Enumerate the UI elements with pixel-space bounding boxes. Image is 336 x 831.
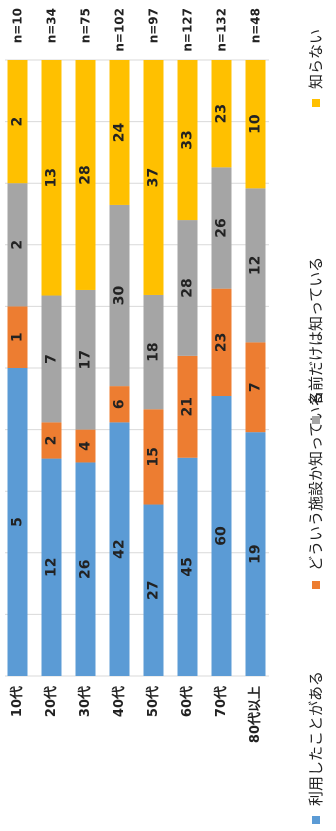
data-label: 45 (180, 557, 196, 576)
data-label: 26 (214, 218, 230, 237)
data-label: 33 (180, 130, 196, 149)
data-label: 19 (248, 544, 264, 563)
bar-segment (109, 386, 130, 423)
legend-label: 利用したことがある (307, 671, 325, 806)
data-label: 2 (10, 240, 26, 250)
data-label: 5 (10, 517, 26, 527)
sample-size-label: n=97 (147, 8, 161, 43)
bar-segment (143, 409, 164, 505)
sample-size-label: n=127 (181, 8, 195, 52)
legend-swatch (312, 416, 320, 424)
data-label: 26 (78, 559, 94, 578)
bar-segment (143, 60, 164, 295)
data-label: 10 (248, 114, 264, 134)
bar-segment (75, 429, 96, 463)
bar-segment (75, 289, 96, 430)
data-label: 17 (78, 350, 94, 369)
data-label: 2 (44, 436, 60, 446)
data-label: 21 (180, 397, 196, 416)
category-label: 50代 (145, 686, 161, 717)
category-label: 80代以上 (247, 686, 263, 743)
bar-segment (245, 342, 266, 433)
data-label: 15 (146, 447, 162, 466)
sample-size-label: n=75 (79, 8, 93, 43)
data-label: 2 (10, 117, 26, 127)
legend-label: 知らない (307, 29, 325, 89)
bar-segment (41, 295, 62, 423)
bar-segment (211, 167, 232, 289)
bar-segment (245, 60, 266, 189)
bar-segment (245, 188, 266, 343)
category-labels: 10代 20代 30代 40代 50代 60代 70代 80代以上 (9, 686, 263, 743)
bar-segment (41, 458, 62, 676)
bar-segment (75, 462, 96, 676)
bar-segment (211, 60, 232, 168)
data-label: 42 (112, 539, 128, 558)
category-label: 10代 (9, 686, 25, 717)
legend-swatch (312, 99, 320, 107)
bar-segment (245, 432, 266, 676)
data-label: 28 (78, 165, 94, 184)
data-label: 28 (180, 278, 196, 297)
legend-label: どういう施設か知っている (307, 392, 325, 571)
sample-size-labels: n=10 n=34 n=75 n=102 n=97 n=127 n=132 n=48 (11, 8, 263, 52)
data-label: 23 (214, 333, 230, 352)
bar-segment (7, 60, 28, 184)
bar-segment (109, 60, 130, 205)
category-label: 40代 (111, 686, 127, 717)
category-label: 30代 (77, 686, 93, 717)
sample-size-label: n=132 (215, 8, 229, 52)
category-label: 20代 (43, 686, 59, 717)
bar-segment (177, 60, 198, 221)
data-label: 4 (78, 441, 94, 451)
bar-segment (7, 306, 28, 368)
bar-segment (177, 457, 198, 676)
sample-size-label: n=10 (11, 8, 25, 43)
data-label: 1 (10, 332, 26, 342)
bar-segment (143, 504, 164, 676)
bar-segment (41, 422, 62, 459)
sample-size-label: n=34 (45, 8, 59, 43)
legend-swatch (312, 581, 320, 589)
data-label: 18 (146, 342, 162, 361)
data-label: 23 (214, 104, 230, 123)
data-label: 37 (146, 168, 162, 187)
data-label: 6 (112, 399, 128, 409)
sample-size-label: n=48 (249, 8, 263, 43)
bar-segment (109, 204, 130, 387)
data-label: 12 (44, 558, 60, 577)
data-label: 60 (214, 526, 230, 546)
bar-segment (75, 60, 96, 290)
data-label: 24 (112, 122, 128, 142)
data-label: 30 (112, 286, 128, 306)
bar-segment (7, 368, 28, 676)
bar-segment (7, 183, 28, 307)
bar-segment (177, 220, 198, 356)
data-label: 12 (248, 256, 264, 275)
bar-segment (109, 422, 130, 676)
legend-swatch (312, 816, 320, 824)
category-label: 60代 (179, 686, 195, 717)
category-label: 70代 (213, 686, 229, 717)
sample-size-label: n=102 (113, 8, 127, 52)
bar-segment (211, 396, 232, 676)
bar-segment (177, 355, 198, 458)
bars: 5122122713264172842630242715183745212833… (7, 60, 266, 676)
data-label: 7 (248, 382, 264, 392)
bar-segment (143, 294, 164, 410)
data-label: 7 (44, 354, 60, 364)
data-label: 27 (146, 581, 162, 600)
bar-segment (211, 288, 232, 396)
legend-label: 名前だけは知っている (307, 257, 325, 406)
data-label: 13 (44, 168, 60, 187)
bar-segment (41, 60, 62, 296)
